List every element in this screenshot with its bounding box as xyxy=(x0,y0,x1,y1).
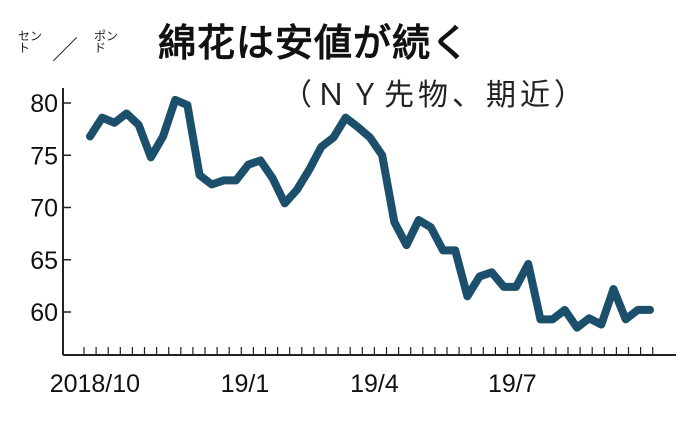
series-line xyxy=(86,95,654,332)
data-point xyxy=(503,286,505,288)
data-point xyxy=(442,249,444,251)
data-point xyxy=(320,146,322,148)
data-point xyxy=(539,318,541,320)
data-point xyxy=(357,126,359,128)
x-tick-label: 19/7 xyxy=(488,370,537,398)
data-point xyxy=(284,202,286,204)
data-point xyxy=(247,164,249,166)
data-point xyxy=(564,309,566,311)
data-point xyxy=(89,135,91,137)
y-tick-label: 65 xyxy=(30,247,58,275)
data-point xyxy=(381,154,383,156)
data-point xyxy=(199,174,201,176)
data-point xyxy=(588,317,590,319)
data-point xyxy=(174,99,176,101)
data-point xyxy=(527,263,529,265)
data-point xyxy=(113,122,115,124)
y-tick-label: 70 xyxy=(30,195,58,223)
chart-title: 綿花は安値が続く xyxy=(158,21,471,65)
data-point xyxy=(369,136,371,138)
data-point xyxy=(162,135,164,137)
data-point xyxy=(479,275,481,277)
data-point xyxy=(150,156,152,158)
y-tick-label: 75 xyxy=(30,142,58,170)
data-point xyxy=(272,177,274,179)
data-point xyxy=(101,117,103,119)
data-point xyxy=(552,318,554,320)
data-point xyxy=(491,271,493,273)
y-unit-denominator: ポンド xyxy=(94,29,119,55)
data-point xyxy=(259,159,261,161)
data-point xyxy=(515,286,517,288)
y-unit-numerator: セント xyxy=(18,29,43,55)
data-point xyxy=(418,219,420,221)
data-point xyxy=(235,179,237,181)
data-point xyxy=(466,295,468,297)
data-point xyxy=(223,179,225,181)
data-point xyxy=(637,309,639,311)
data-point xyxy=(430,226,432,228)
data-point xyxy=(393,221,395,223)
data-point xyxy=(600,324,602,326)
x-tick-label: 2018/10 xyxy=(50,370,140,398)
data-point xyxy=(612,288,614,290)
data-point xyxy=(625,318,627,320)
data-point xyxy=(576,327,578,329)
data-point xyxy=(406,244,408,246)
data-point xyxy=(332,136,334,138)
data-point xyxy=(138,124,140,126)
chart-subtitle: （ＮＹ先物、期近） xyxy=(282,78,588,113)
data-point xyxy=(649,309,651,311)
x-tick-label: 19/4 xyxy=(350,370,399,398)
data-point xyxy=(345,117,347,119)
x-tick-label: 19/1 xyxy=(221,370,270,398)
data-point xyxy=(126,112,128,114)
y-unit-separator: ／ xyxy=(52,36,79,66)
data-point xyxy=(211,184,213,186)
data-point xyxy=(454,249,456,251)
y-tick-label: 80 xyxy=(30,90,58,118)
data-point xyxy=(296,189,298,191)
data-point xyxy=(308,169,310,171)
y-tick-label: 60 xyxy=(30,299,58,327)
data-point xyxy=(186,104,188,106)
